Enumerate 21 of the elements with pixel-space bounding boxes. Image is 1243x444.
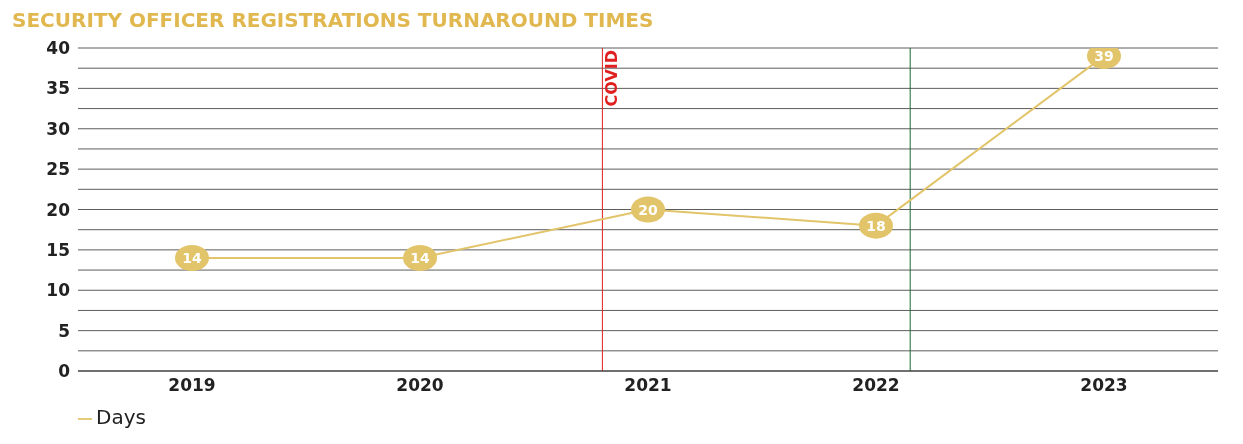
data-label: 20 [638, 201, 658, 218]
y-tick-label: 5 [58, 320, 70, 341]
x-tick-label: 2021 [624, 375, 672, 396]
y-tick-label: 35 [46, 78, 70, 99]
y-tick-label: 10 [46, 280, 71, 301]
chart-title: SECURITY OFFICER REGISTRATIONS TURNAROUND TIMES [12, 8, 655, 34]
y-tick-label: 40 [46, 38, 71, 59]
legend-label: Days [96, 405, 146, 429]
y-tick-label: 20 [46, 199, 71, 220]
data-label: 14 [410, 249, 430, 266]
data-label: 18 [866, 217, 886, 234]
y-tick-label: 15 [46, 239, 70, 260]
x-tick-label: 2023 [1080, 375, 1128, 396]
y-tick-label: 25 [46, 159, 70, 180]
ref-line-label: COVID [602, 50, 622, 107]
y-tick-label: 0 [58, 361, 71, 382]
x-tick-label: 2022 [852, 375, 900, 396]
data-label: 14 [182, 249, 202, 266]
x-tick-label: 2019 [168, 375, 216, 396]
y-tick-label: 30 [46, 118, 71, 139]
x-tick-label: 2020 [396, 375, 444, 396]
